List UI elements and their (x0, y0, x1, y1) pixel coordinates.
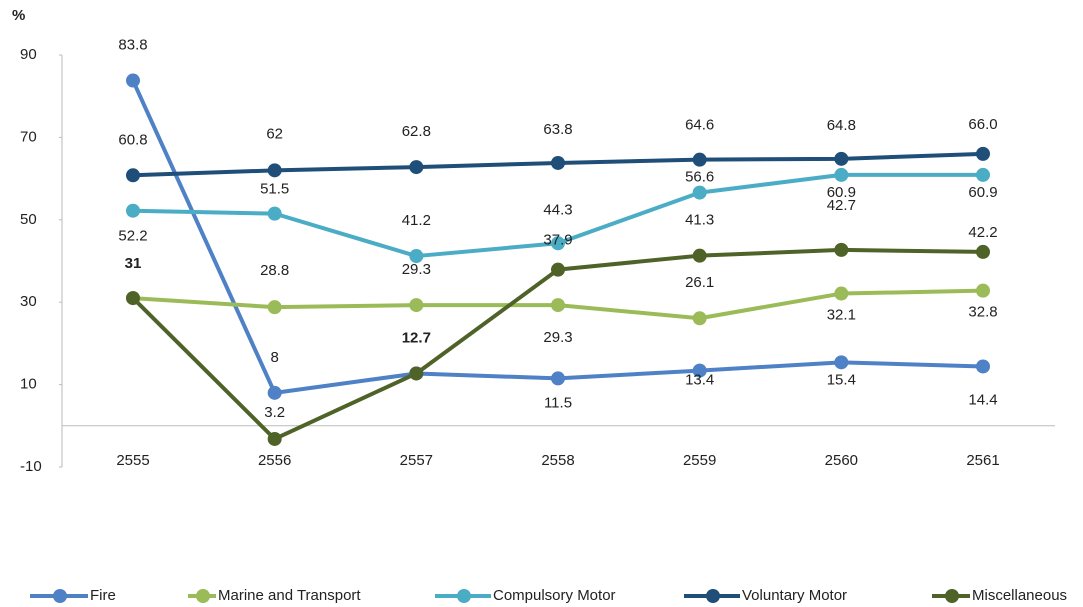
data-label: 60.8 (118, 131, 147, 148)
y-tick-label: 50 (20, 211, 37, 228)
data-label: 56.6 (685, 169, 714, 186)
data-label: 64.6 (685, 117, 714, 134)
data-point (976, 146, 990, 161)
data-point (692, 363, 707, 378)
data-point (692, 311, 707, 326)
x-tick-label: 2561 (966, 452, 999, 469)
data-point (126, 291, 140, 306)
legend-label: Fire (90, 587, 116, 604)
data-label: 3.2 (264, 404, 285, 421)
data-label: 28.8 (260, 262, 289, 279)
data-point (834, 286, 849, 301)
data-label: 8 (270, 349, 278, 366)
data-label: 37.9 (543, 232, 572, 249)
data-label: 41.2 (402, 212, 431, 229)
data-point (551, 298, 565, 313)
data-label: 13.4 (685, 372, 714, 389)
y-tick-label: 30 (20, 293, 37, 310)
data-point (267, 300, 282, 315)
legend-marker (457, 589, 471, 603)
legend-marker (196, 589, 210, 603)
data-point (976, 359, 990, 374)
data-point (267, 385, 282, 400)
data-label: 60.9 (827, 184, 856, 201)
data-point (834, 242, 849, 257)
data-label: 51.5 (260, 181, 289, 198)
data-point (267, 431, 282, 446)
data-label: 41.3 (685, 212, 714, 229)
data-point (692, 248, 707, 263)
data-point (692, 185, 707, 200)
legend-marker (53, 589, 67, 603)
legend-label: Marine and Transport (218, 587, 361, 604)
data-label: 29.3 (543, 329, 572, 346)
y-axis-label: % (12, 7, 25, 24)
y-tick-label: 90 (20, 46, 37, 63)
data-point (126, 203, 140, 218)
data-label: 11.5 (544, 394, 572, 411)
data-label: 15.4 (827, 371, 856, 388)
data-label: 32.1 (827, 307, 856, 324)
data-point (409, 298, 424, 313)
data-label: 63.8 (543, 121, 572, 138)
data-point (267, 163, 282, 178)
data-point (976, 244, 990, 259)
data-point (267, 206, 282, 221)
data-label: 26.1 (685, 274, 714, 291)
data-label: 29.3 (402, 261, 431, 278)
data-point (692, 152, 707, 167)
x-tick-label: 2555 (116, 452, 149, 469)
y-tick-label: 10 (20, 376, 37, 393)
data-point (834, 355, 849, 370)
x-tick-label: 2556 (258, 452, 291, 469)
data-label: 64.8 (827, 117, 856, 134)
legend-label: Voluntary Motor (742, 587, 847, 604)
x-tick-label: 2560 (825, 452, 858, 469)
data-label: 42.2 (968, 224, 997, 241)
data-point (409, 249, 424, 264)
data-point (551, 262, 565, 277)
data-point (976, 167, 990, 182)
y-tick-label: 70 (20, 128, 37, 145)
data-point (126, 73, 140, 88)
data-point (551, 155, 565, 170)
data-label: 31 (125, 255, 142, 272)
data-label: 32.8 (968, 304, 997, 321)
data-point (976, 283, 990, 298)
data-label: 42.7 (827, 197, 856, 214)
legend-marker (706, 589, 720, 603)
legend-label: Miscellaneous (972, 587, 1067, 604)
data-label: 14.4 (968, 391, 997, 408)
data-label: 62 (266, 125, 283, 142)
x-tick-label: 2558 (541, 452, 574, 469)
data-label: 60.9 (968, 184, 997, 201)
data-label: 62.8 (402, 123, 431, 140)
data-label: 66.0 (968, 116, 997, 133)
data-label: 52.2 (118, 228, 147, 245)
legend-marker (945, 589, 959, 603)
y-tick-label: -10 (20, 458, 42, 475)
data-label: 12.7 (402, 329, 431, 346)
data-point (834, 151, 849, 166)
data-point (126, 168, 140, 183)
x-tick-label: 2559 (683, 452, 716, 469)
data-point (409, 366, 424, 381)
x-tick-label: 2557 (400, 452, 433, 469)
data-label: 83.8 (118, 37, 147, 54)
data-label: 44.3 (543, 201, 572, 218)
data-point (551, 236, 565, 251)
data-point (551, 371, 565, 386)
data-point (834, 167, 849, 182)
data-point (409, 160, 424, 175)
legend-label: Compulsory Motor (493, 587, 616, 604)
